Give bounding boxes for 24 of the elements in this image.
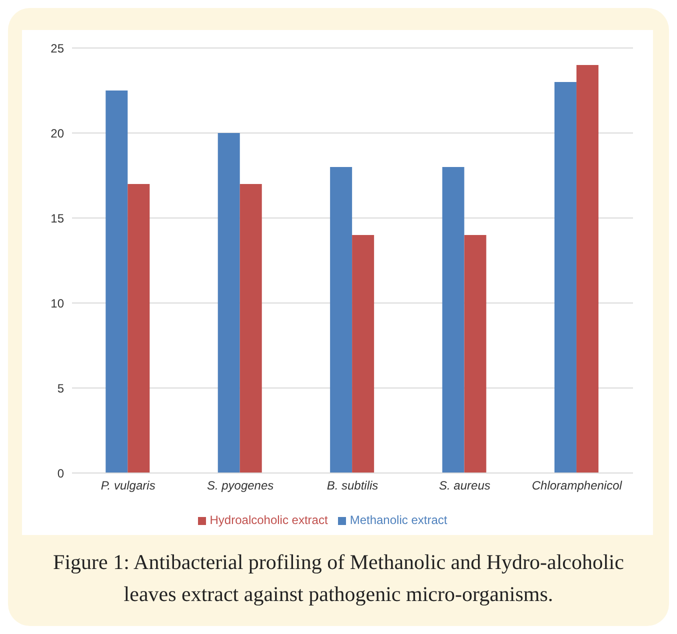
y-tick-label: 15 (50, 211, 64, 226)
x-tick-label: Chloramphenicol (532, 478, 622, 493)
x-tick-label: P. vulgaris (100, 478, 156, 493)
bar (240, 184, 262, 473)
y-tick-label: 25 (50, 41, 64, 56)
bar (218, 133, 240, 473)
bar (464, 235, 486, 473)
bar (442, 167, 464, 473)
y-tick-label: 20 (50, 126, 64, 140)
x-tick-label: S. pyogenes (206, 478, 274, 493)
bar (330, 167, 352, 473)
bar (106, 90, 128, 473)
x-tick-label: S. aureus (439, 478, 490, 493)
y-tick-label: 0 (57, 466, 64, 480)
x-tick-label: B. subtilis (326, 478, 378, 493)
bar (128, 184, 150, 473)
bar (576, 65, 598, 473)
legend-label: Hydroalcoholic extract (210, 513, 328, 527)
caption: Figure 1: Antibacterial profiling of Methanolic and Hydro-alcoholic leaves extract against pathogenic micro-organisms. (52, 549, 625, 608)
y-tick-label: 5 (57, 381, 64, 396)
y-tick-label: 10 (50, 296, 64, 310)
bar (554, 82, 576, 473)
legend-label: Methanolic extract (350, 513, 448, 527)
bar (352, 235, 374, 473)
